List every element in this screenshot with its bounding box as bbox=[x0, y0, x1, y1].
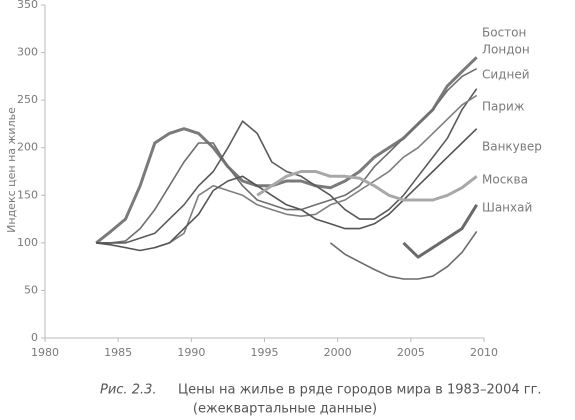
y-tick-label: 250 bbox=[17, 93, 38, 106]
legend-label: Ванкувер bbox=[482, 140, 542, 154]
y-tick-label: 100 bbox=[17, 236, 38, 249]
series-line bbox=[96, 128, 478, 252]
x-tick-label: 2005 bbox=[397, 346, 425, 359]
y-tick-label: 300 bbox=[17, 46, 38, 59]
x-tick-label: 1990 bbox=[177, 346, 205, 359]
series-line bbox=[329, 230, 478, 280]
x-tick-label: 2000 bbox=[324, 346, 352, 359]
legend-label: Бостон bbox=[482, 26, 526, 40]
caption: Цены на жилье в ряде городов мира в 1983… bbox=[178, 383, 542, 398]
legend-label: Париж bbox=[482, 100, 525, 114]
y-axis-label: Индекс цен на жилье bbox=[5, 107, 18, 233]
x-tick-label: 1985 bbox=[104, 346, 132, 359]
series-line bbox=[96, 88, 478, 244]
x-tick-label: 1980 bbox=[31, 346, 59, 359]
legend-label: Москва bbox=[482, 173, 528, 187]
x-tick-label: 2010 bbox=[470, 346, 498, 359]
legend-label: Лондон bbox=[482, 43, 530, 57]
y-tick-label: 0 bbox=[31, 331, 38, 344]
y-tick-label: 350 bbox=[17, 0, 38, 11]
x-tick-label: 1995 bbox=[251, 346, 279, 359]
caption-label: Рис. 2.3. bbox=[100, 383, 157, 398]
caption-note: (ежеквартальные данные) bbox=[193, 402, 377, 417]
y-tick-label: 50 bbox=[24, 283, 38, 296]
series-line bbox=[256, 170, 478, 202]
legend-label: Сидней bbox=[482, 68, 530, 82]
series-line bbox=[154, 94, 478, 249]
series-line bbox=[96, 67, 478, 244]
series-line bbox=[402, 204, 478, 259]
y-tick-label: 200 bbox=[17, 141, 38, 154]
legend-label: Шанхай bbox=[482, 201, 532, 215]
y-tick-label: 150 bbox=[17, 188, 38, 201]
